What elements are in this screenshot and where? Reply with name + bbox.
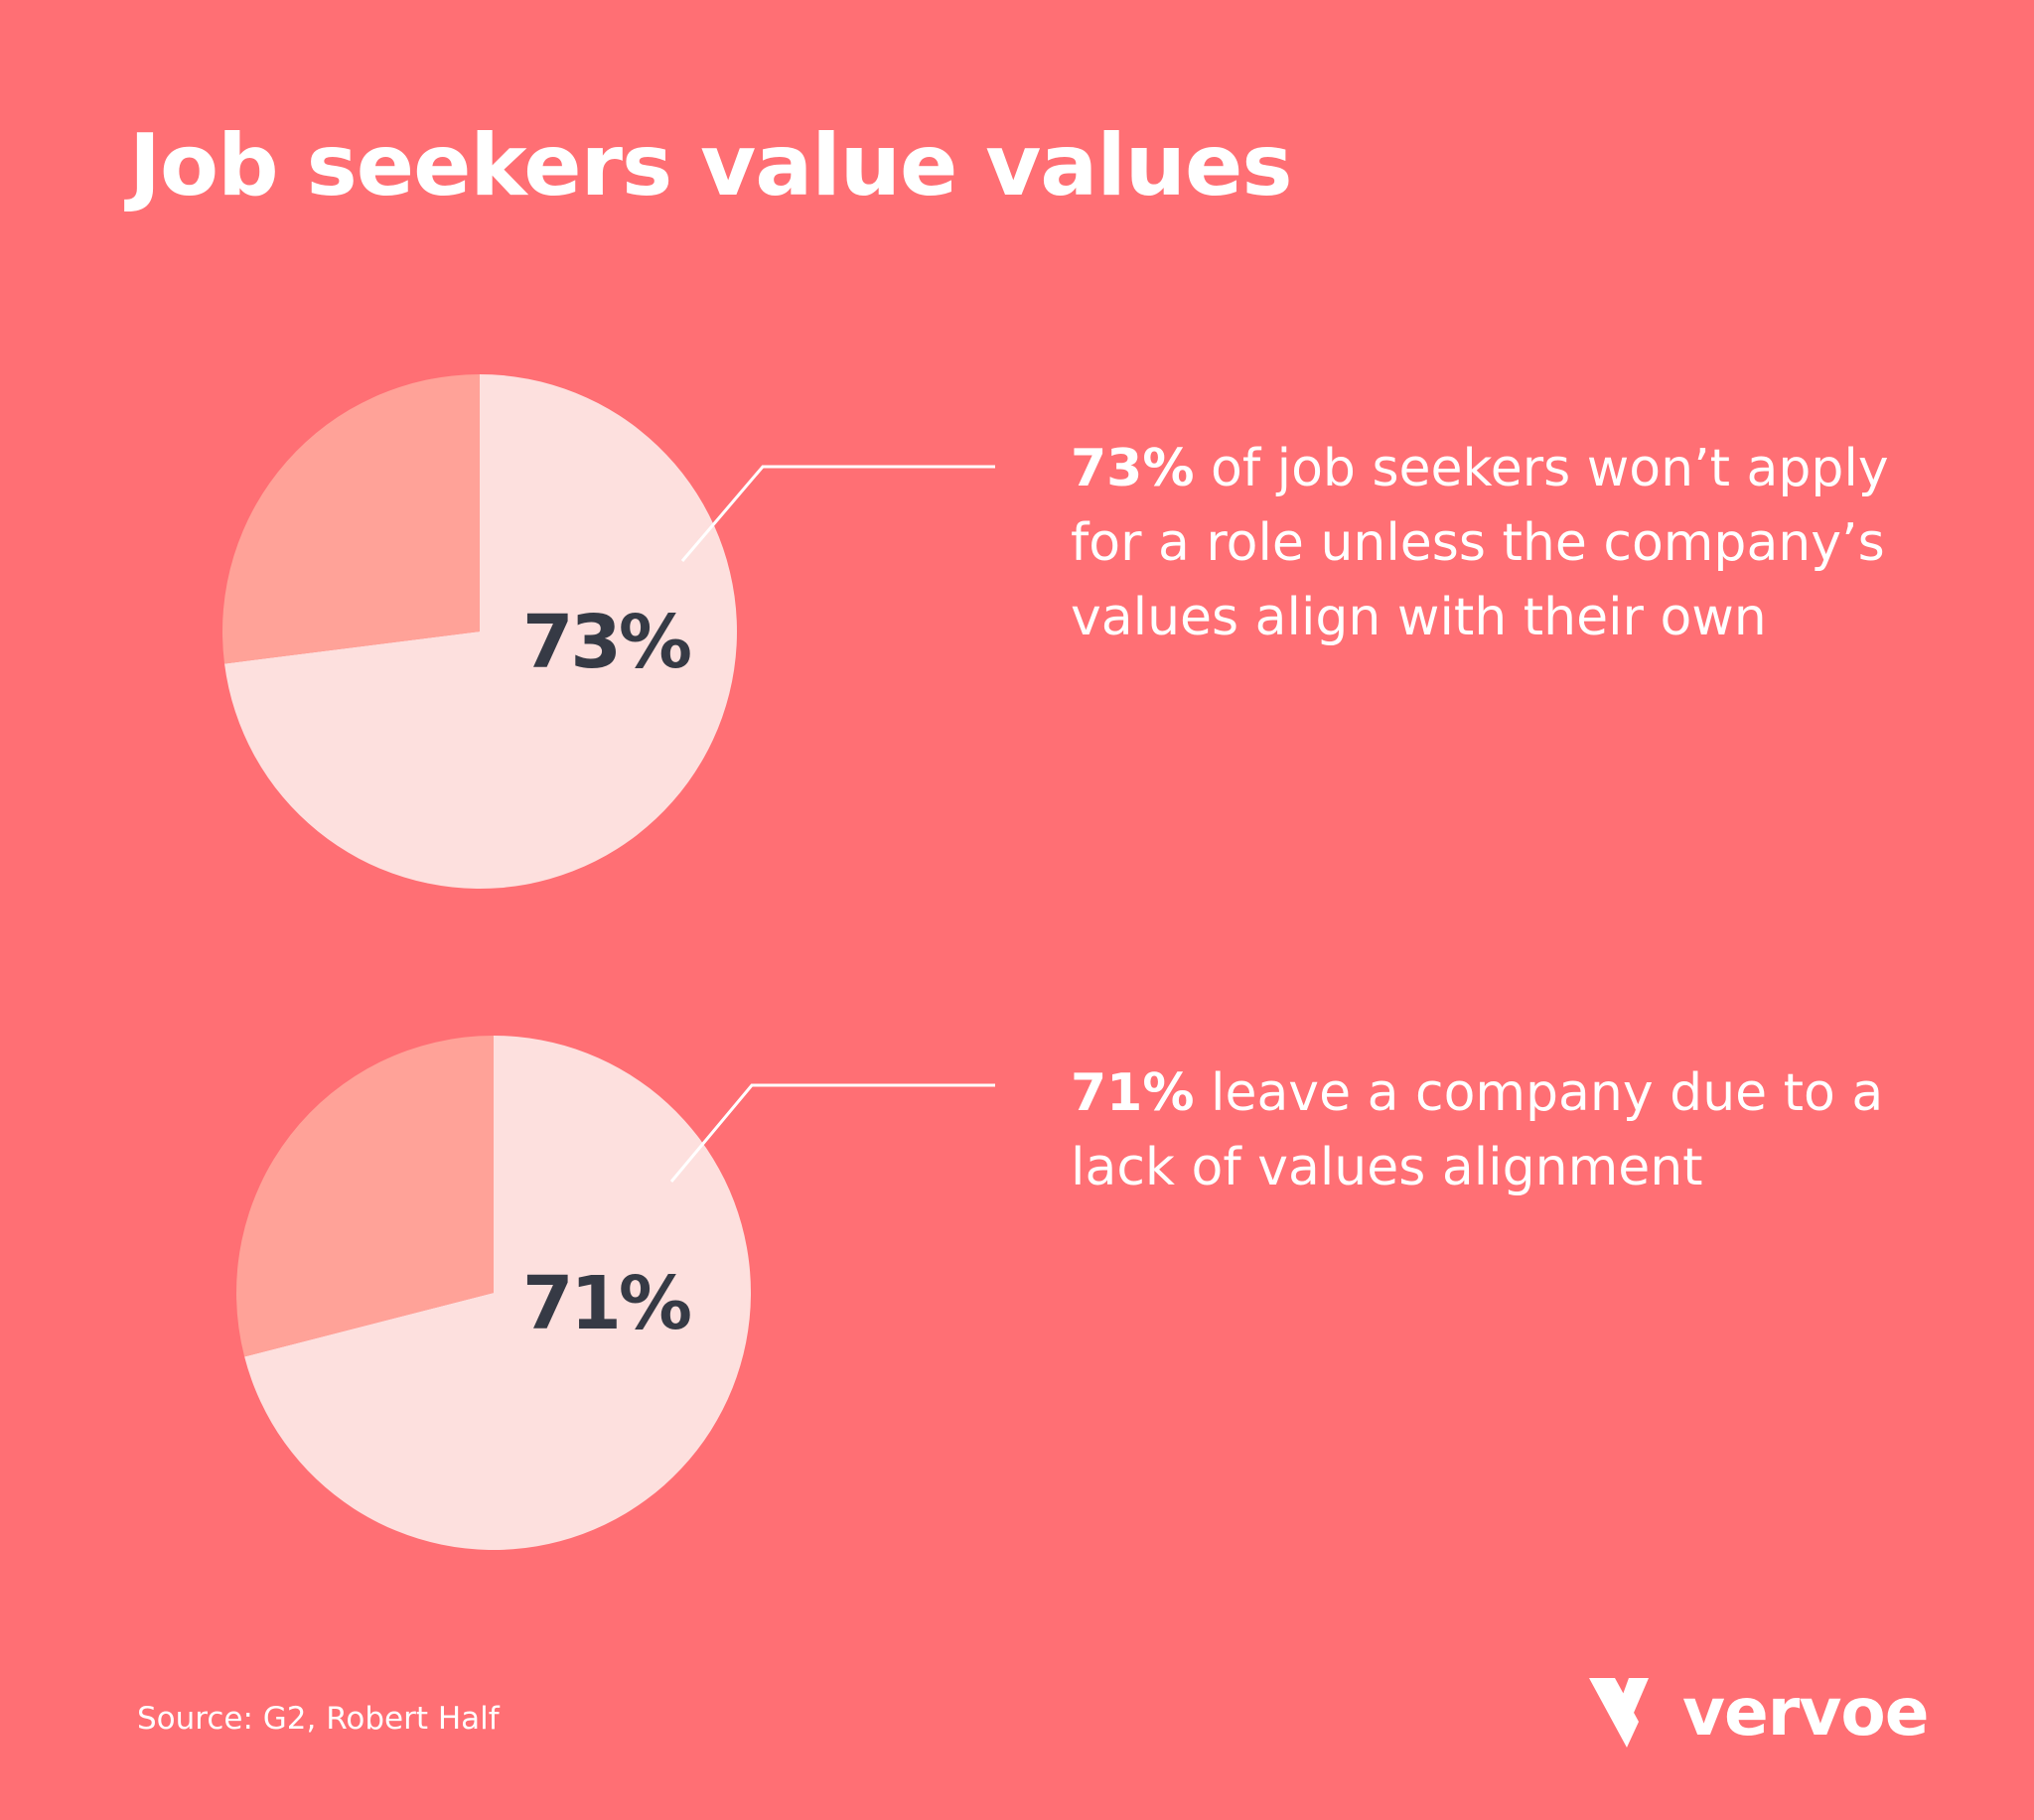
- callout-line-2: [669, 1083, 995, 1183]
- pie-2-slice-main: [244, 1036, 752, 1551]
- callout-text-2: 71% leave a company due to a lack of val…: [1071, 1056, 1945, 1205]
- source-note: Source: G2, Robert Half: [137, 1701, 500, 1737]
- pie-chart-2: 71%: [236, 1036, 752, 1551]
- pie-2-slice-rest: [236, 1036, 495, 1357]
- vervoe-v-logo-icon: [1589, 1678, 1649, 1748]
- callout-highlight-2: 71%: [1071, 1063, 1195, 1123]
- pie-1-slice-rest: [221, 374, 481, 664]
- pie-chart-1: 73%: [221, 374, 737, 889]
- page-title: Job seekers value values: [129, 116, 1293, 215]
- callout-line-1: [680, 465, 995, 562]
- callout-body-2: leave a company due to a lack of values …: [1071, 1063, 1884, 1197]
- callout-body-1: of job seekers won’t apply for a role un…: [1071, 439, 1889, 647]
- vervoe-wordmark: vervoe: [1682, 1673, 1929, 1750]
- pie-1-data-label: 73%: [522, 600, 690, 685]
- pie-2-data-label: 71%: [522, 1261, 690, 1346]
- pie-1-slice-main: [224, 374, 737, 889]
- vervoe-logo: vervoe: [1589, 1673, 1929, 1755]
- callout-highlight-1: 73%: [1071, 439, 1195, 498]
- callout-text-1: 73% of job seekers won’t apply for a rol…: [1071, 432, 1945, 655]
